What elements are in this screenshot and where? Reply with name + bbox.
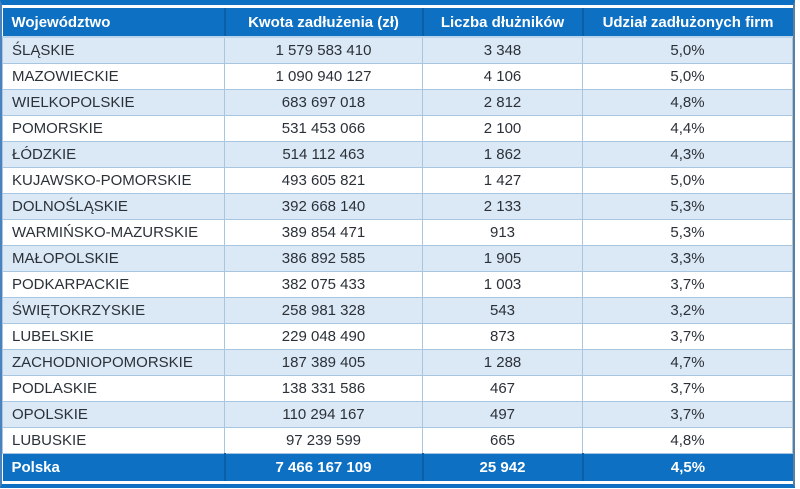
column-header-kwota-zadluzenia: Kwota zadłużenia (zł) (224, 8, 424, 38)
table-cell: 3,3% (582, 245, 793, 272)
table-cell: 2 100 (422, 115, 583, 142)
table-cell: 873 (422, 323, 583, 350)
header-row: Województwo Kwota zadłużenia (zł) Liczba… (2, 8, 793, 38)
table-cell: 386 892 585 (224, 245, 423, 272)
table-cell: 229 048 490 (224, 323, 423, 350)
column-header-wojewodztwo: Województwo (2, 8, 226, 38)
table-cell: 4 106 (422, 63, 583, 90)
table-cell: 4,8% (582, 89, 793, 116)
total-row-label: Polska (2, 453, 226, 481)
table-row: ZACHODNIOPOMORSKIE 187 389 405 1 288 4,7% (2, 349, 793, 376)
table-cell: 5,0% (582, 167, 793, 194)
total-kwota-zadluzenia: 7 466 167 109 (224, 453, 424, 481)
voivodeship-name-cell: ŚLĄSKIE (2, 36, 225, 64)
table-row: LUBUSKIE 97 239 599 665 4,8% (2, 427, 793, 454)
column-header-liczba-dluznikow: Liczba dłużników (422, 8, 584, 38)
table-cell: 531 453 066 (224, 115, 423, 142)
table-cell: 1 003 (422, 271, 583, 298)
table-cell: 3,7% (582, 401, 793, 428)
table-cell: 683 697 018 (224, 89, 423, 116)
table-cell: 5,0% (582, 63, 793, 90)
table-row: MAZOWIECKIE 1 090 940 127 4 106 5,0% (2, 63, 793, 90)
table-row: WARMIŃSKO-MAZURSKIE 389 854 471 913 5,3% (2, 219, 793, 246)
table-cell: 665 (422, 427, 583, 454)
table-cell: 1 427 (422, 167, 583, 194)
table-cell: 138 331 586 (224, 375, 423, 402)
table-cell: 5,3% (582, 219, 793, 246)
table-cell: 97 239 599 (224, 427, 423, 454)
voivodeship-name-cell: OPOLSKIE (2, 401, 225, 428)
table-row: OPOLSKIE 110 294 167 497 3,7% (2, 401, 793, 428)
table-cell: 1 862 (422, 141, 583, 168)
table-cell: 5,0% (582, 36, 793, 64)
table-row: MAŁOPOLSKIE 386 892 585 1 905 3,3% (2, 245, 793, 272)
table-row: LUBELSKIE 229 048 490 873 3,7% (2, 323, 793, 350)
table-row: PODKARPACKIE 382 075 433 1 003 3,7% (2, 271, 793, 298)
voivodeship-name-cell: PODKARPACKIE (2, 271, 225, 298)
table-cell: 1 905 (422, 245, 583, 272)
table-cell: 4,7% (582, 349, 793, 376)
table-cell: 3,7% (582, 271, 793, 298)
total-udzial-zadluzonych-firm: 4,5% (582, 453, 793, 481)
table-row: KUJAWSKO-POMORSKIE 493 605 821 1 427 5,0% (2, 167, 793, 194)
total-row: Polska 7 466 167 109 25 942 4,5% (2, 453, 793, 481)
table-cell: 258 981 328 (224, 297, 423, 324)
table-cell: 3 348 (422, 36, 583, 64)
table-cell: 5,3% (582, 193, 793, 220)
voivodeship-name-cell: MAŁOPOLSKIE (2, 245, 225, 272)
voivodeship-name-cell: ŚWIĘTOKRZYSKIE (2, 297, 225, 324)
voivodeship-name-cell: ŁÓDZKIE (2, 141, 225, 168)
table-cell: 913 (422, 219, 583, 246)
table-cell: 4,4% (582, 115, 793, 142)
table-body: ŚLĄSKIE 1 579 583 410 3 348 5,0% MAZOWIECKIE… (2, 36, 793, 454)
table-cell: 514 112 463 (224, 141, 423, 168)
table-cell: 1 090 940 127 (224, 63, 423, 90)
table-cell: 187 389 405 (224, 349, 423, 376)
voivodeship-name-cell: LUBELSKIE (2, 323, 225, 350)
table-cell: 493 605 821 (224, 167, 423, 194)
voivodeship-name-cell: WARMIŃSKO-MAZURSKIE (2, 219, 225, 246)
voivodeship-name-cell: MAZOWIECKIE (2, 63, 225, 90)
table-row: POMORSKIE 531 453 066 2 100 4,4% (2, 115, 793, 142)
table-cell: 1 288 (422, 349, 583, 376)
table-cell: 389 854 471 (224, 219, 423, 246)
voivodeship-name-cell: KUJAWSKO-POMORSKIE (2, 167, 225, 194)
table-cell: 110 294 167 (224, 401, 423, 428)
voivodeship-name-cell: PODLASKIE (2, 375, 225, 402)
voivodeship-name-cell: WIELKOPOLSKIE (2, 89, 225, 116)
table-row: DOLNOŚLĄSKIE 392 668 140 2 133 5,3% (2, 193, 793, 220)
table-cell: 543 (422, 297, 583, 324)
table-row: ŚWIĘTOKRZYSKIE 258 981 328 543 3,2% (2, 297, 793, 324)
table-cell: 497 (422, 401, 583, 428)
table-row: ŚLĄSKIE 1 579 583 410 3 348 5,0% (2, 36, 793, 64)
table-cell: 467 (422, 375, 583, 402)
table-cell: 2 812 (422, 89, 583, 116)
table-cell: 3,2% (582, 297, 793, 324)
table-cell: 2 133 (422, 193, 583, 220)
voivodeship-name-cell: POMORSKIE (2, 115, 225, 142)
table-cell: 3,7% (582, 375, 793, 402)
voivodeship-debt-table: Województwo Kwota zadłużenia (zł) Liczba… (2, 8, 793, 481)
table-cell: 392 668 140 (224, 193, 423, 220)
voivodeship-name-cell: LUBUSKIE (2, 427, 225, 454)
table-cell: 1 579 583 410 (224, 36, 423, 64)
voivodeship-name-cell: DOLNOŚLĄSKIE (2, 193, 225, 220)
table-row: WIELKOPOLSKIE 683 697 018 2 812 4,8% (2, 89, 793, 116)
voivodeship-name-cell: ZACHODNIOPOMORSKIE (2, 349, 225, 376)
table-cell: 382 075 433 (224, 271, 423, 298)
table-cell: 4,3% (582, 141, 793, 168)
table-cell: 4,8% (582, 427, 793, 454)
table-row: ŁÓDZKIE 514 112 463 1 862 4,3% (2, 141, 793, 168)
column-header-udzial-zadluzonych-firm: Udział zadłużonych firm (582, 8, 793, 38)
table-row: PODLASKIE 138 331 586 467 3,7% (2, 375, 793, 402)
total-liczba-dluznikow: 25 942 (422, 453, 584, 481)
table-cell: 3,7% (582, 323, 793, 350)
